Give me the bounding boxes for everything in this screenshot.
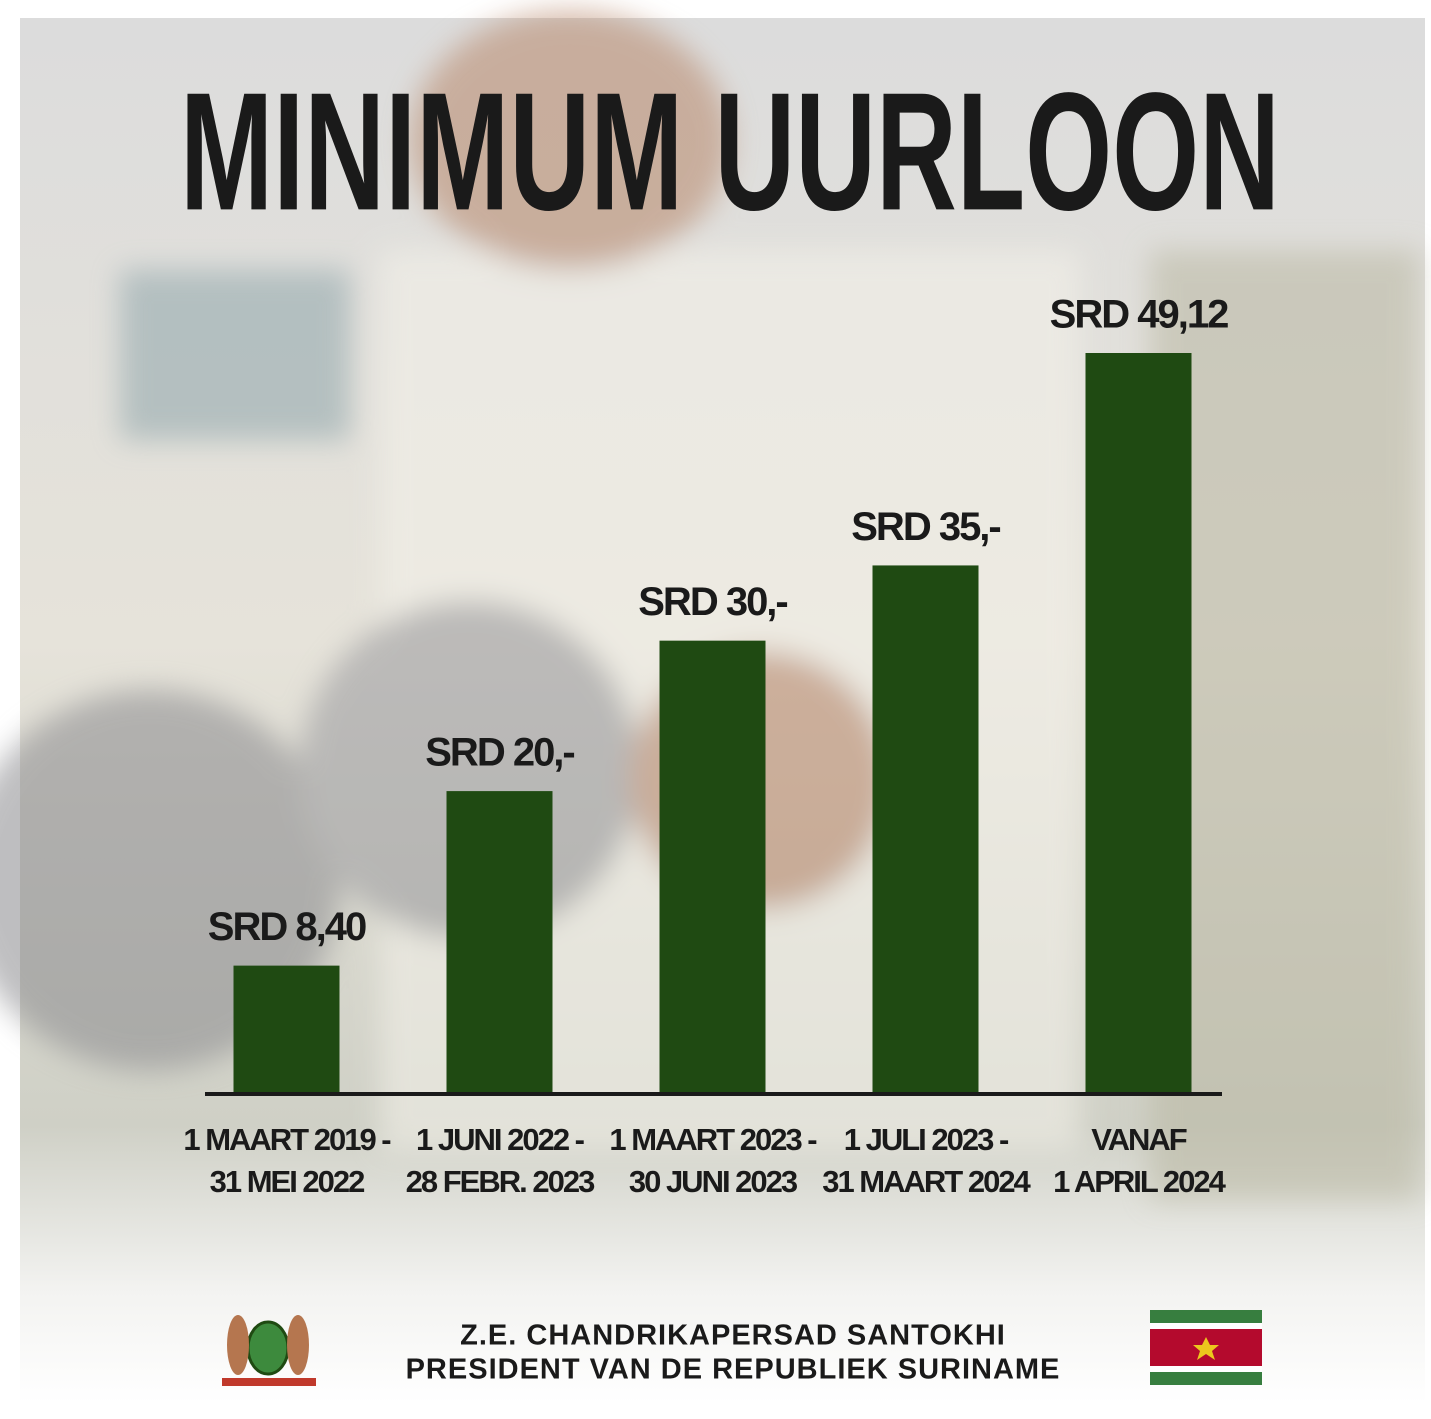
x-tick-label: VANAF (1091, 1122, 1187, 1157)
x-tick-label: 31 MAART 2024 (822, 1164, 1031, 1199)
x-tick-label: 1 MAART 2023 - (609, 1122, 817, 1157)
footer-line: PRESIDENT VAN DE REPUBLIEK SURINAME (406, 1354, 1061, 1386)
chart-title: MINIMUM UURLOON (180, 57, 1280, 245)
bar (447, 791, 553, 1092)
bar (660, 641, 766, 1092)
value-label: SRD 35,- (851, 505, 1000, 549)
x-tick-label: 31 MEI 2022 (210, 1164, 365, 1199)
value-label: SRD 8,40 (208, 905, 366, 949)
x-tick-label: 30 JUNI 2023 (629, 1164, 798, 1199)
x-tick-label: 1 MAART 2019 - (183, 1122, 391, 1157)
flag (1150, 1310, 1262, 1385)
footer-line: Z.E. CHANDRIKAPERSAD SANTOKHI (460, 1320, 1006, 1352)
chart: MINIMUM UURLOON SRD 8,40 1 MAART 2019 - 31… (0, 0, 1431, 1419)
x-tick-label: 1 JULI 2023 - (844, 1122, 1009, 1157)
value-label: SRD 20,- (425, 731, 574, 775)
value-label: SRD 30,- (638, 580, 787, 624)
bar (234, 966, 340, 1092)
bar (1086, 353, 1192, 1092)
x-tick-label: 1 JUNI 2022 - (416, 1122, 585, 1157)
x-tick-label: 1 APRIL 2024 (1053, 1164, 1226, 1199)
page: MINIMUM UURLOON SRD 8,40 1 MAART 2019 - 31… (0, 0, 1431, 1419)
bar (873, 565, 979, 1092)
x-tick-label: 28 FEBR. 2023 (406, 1164, 595, 1199)
value-label: SRD 49,12 (1050, 293, 1228, 337)
